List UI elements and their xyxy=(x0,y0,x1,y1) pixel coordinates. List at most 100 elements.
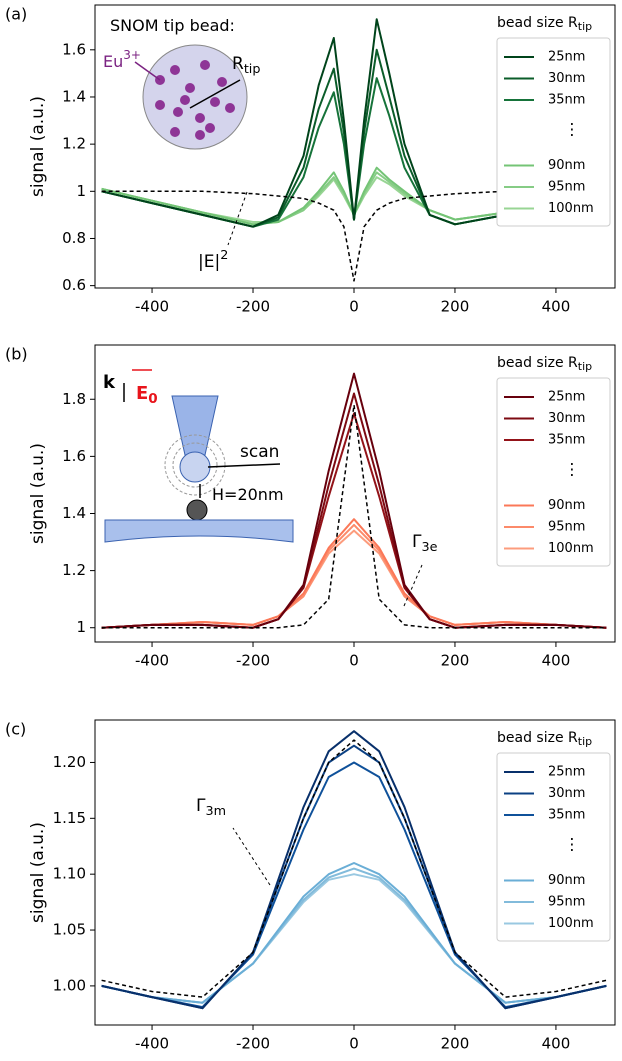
legend-label: 90nm xyxy=(548,873,585,888)
particle xyxy=(186,499,208,521)
reference-line xyxy=(101,190,607,282)
y-tick-label: 1.20 xyxy=(53,753,86,771)
annotation-text: SNOM tip bead: xyxy=(110,16,235,35)
eu-ion xyxy=(155,100,165,110)
x-tick-label: 400 xyxy=(542,652,571,670)
legend-label: 100nm xyxy=(548,201,594,216)
annotation-text: Γ xyxy=(196,796,206,816)
eu-ion xyxy=(173,107,183,117)
x-tick-label: 400 xyxy=(542,298,571,316)
eu-ion xyxy=(200,60,210,70)
annotation-text: k xyxy=(103,372,116,393)
y-tick-label: 1.10 xyxy=(53,865,86,883)
annotation-text: R xyxy=(232,54,244,74)
legend-label: 90nm xyxy=(548,498,585,513)
panel-label: (c) xyxy=(5,720,26,739)
y-tick-label: 0.8 xyxy=(62,229,86,247)
legend-label: 95nm xyxy=(548,895,585,910)
panel-label: (a) xyxy=(5,5,27,24)
x-tick-label: 0 xyxy=(349,652,359,670)
eu-ion xyxy=(217,77,227,87)
annotation-text: Eu xyxy=(103,52,123,71)
y-tick-label: 1.00 xyxy=(53,976,86,994)
legend-ellipsis: ⋮ xyxy=(564,835,580,854)
eu-ion xyxy=(195,113,205,123)
axes-frame xyxy=(94,4,616,289)
annotation: Eu3+ xyxy=(103,48,141,71)
legend-title: bead size Rtip xyxy=(497,730,592,748)
y-tick-label: 1.6 xyxy=(62,40,86,58)
y-axis-label: signal (a.u.) xyxy=(28,822,48,923)
plot-area xyxy=(101,18,607,282)
eu-ion xyxy=(180,95,190,105)
annotation: E0 xyxy=(136,383,158,407)
eu-ion xyxy=(205,123,215,133)
x-tick-label: -200 xyxy=(236,298,270,316)
y-tick-label: 1.4 xyxy=(62,87,86,105)
annotation-text: |E| xyxy=(198,252,220,272)
legend-label: 100nm xyxy=(548,541,594,556)
y-tick-label: 1.6 xyxy=(62,447,86,465)
y-tick-label: 1.15 xyxy=(53,809,86,827)
series-line xyxy=(101,18,607,228)
series-line xyxy=(101,518,607,629)
annotation: H=20nm xyxy=(212,485,284,504)
annotation-text: Γ xyxy=(412,532,422,552)
y-tick-label: 1.2 xyxy=(62,561,86,579)
x-tick-label: -400 xyxy=(135,1035,169,1053)
legend-title: bead size Rtip xyxy=(497,355,592,373)
annotation-sup: 2 xyxy=(220,248,228,263)
y-tick-label: 1.05 xyxy=(53,921,86,939)
arrow xyxy=(403,564,423,607)
plot-area xyxy=(101,730,607,1010)
y-tick-label: 1.4 xyxy=(62,504,86,522)
legend-label: 90nm xyxy=(548,158,585,173)
x-tick-label: 0 xyxy=(349,298,359,316)
tip xyxy=(171,395,219,456)
annotation-sub: 3m xyxy=(205,804,226,819)
reference-line xyxy=(101,739,607,998)
y-axis-label: signal (a.u.) xyxy=(28,96,48,197)
legend-title-sub: tip xyxy=(578,735,592,748)
x-tick-label: 200 xyxy=(441,298,470,316)
annotation: k xyxy=(103,372,116,393)
eu-ion xyxy=(185,83,195,93)
eu-ion xyxy=(170,127,180,137)
axes-frame xyxy=(94,719,616,1026)
y-tick-label: 0.6 xyxy=(62,276,86,294)
annotation: Γ3e xyxy=(412,532,438,555)
x-tick-label: 200 xyxy=(441,652,470,670)
halo xyxy=(164,434,226,496)
legend-title-sub: tip xyxy=(578,360,592,373)
annotation-sub: 0 xyxy=(148,391,157,407)
legend-ellipsis: ⋮ xyxy=(564,460,580,479)
reference-line xyxy=(101,404,607,629)
bead xyxy=(179,451,211,483)
arrow xyxy=(232,827,271,886)
annotation-text: E xyxy=(136,383,148,404)
legend-label: 35nm xyxy=(548,93,585,108)
annotation: Rtip xyxy=(232,54,260,77)
annotation-text: scan xyxy=(240,442,279,462)
x-tick-label: 400 xyxy=(542,1035,571,1053)
arrow xyxy=(134,61,161,81)
annotation-sub: tip xyxy=(244,62,261,77)
legend-label: 25nm xyxy=(548,390,585,405)
legend-box xyxy=(496,377,611,567)
plot-area xyxy=(101,372,607,629)
legend-box xyxy=(496,37,611,227)
legend-box xyxy=(496,752,611,942)
y-tick-label: 1.8 xyxy=(62,390,86,408)
annotation: Γ3m xyxy=(196,796,226,819)
annotation: |E|2 xyxy=(198,248,228,273)
legend: bead size Rtip 25nm 30nm 35nm 90nm 95nm 100nm ⋮ xyxy=(496,15,611,227)
annotation-text: H=20nm xyxy=(212,485,284,504)
legend-label: 30nm xyxy=(548,786,585,801)
x-tick-label: -400 xyxy=(135,652,169,670)
legend-title-sub: tip xyxy=(578,20,592,33)
eu-ion xyxy=(210,97,220,107)
arrow xyxy=(207,463,281,468)
legend-title-text: bead size R xyxy=(497,355,578,371)
annotation-sup: 3+ xyxy=(123,48,141,62)
